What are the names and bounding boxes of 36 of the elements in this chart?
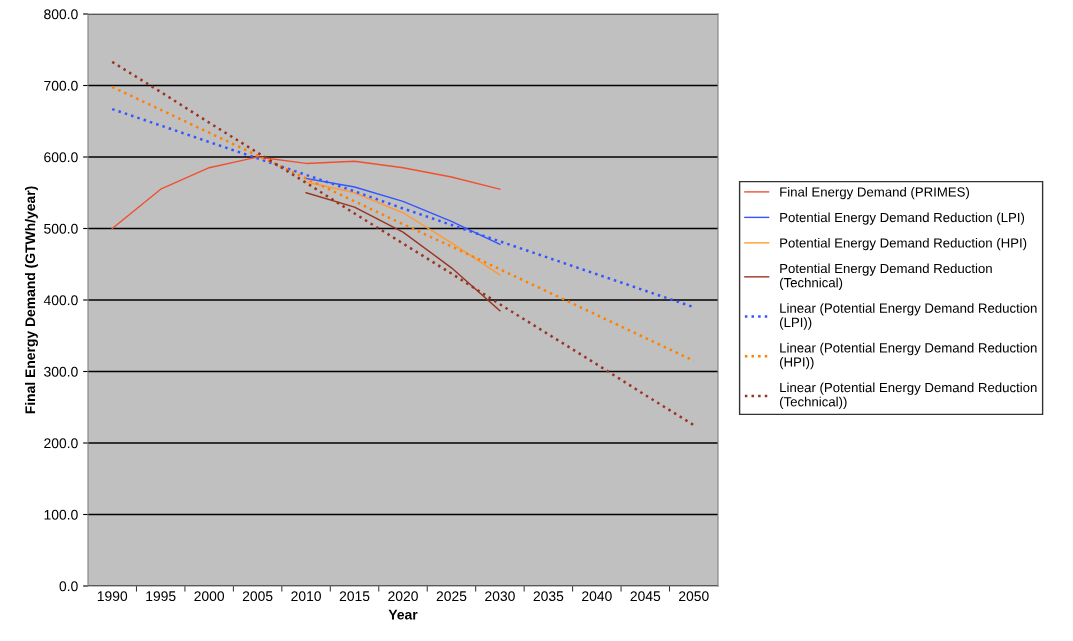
x-tick-label: 2005 [242,591,273,602]
legend-label: Linear (Potential Energy Demand Reduction (HPI)) [780,342,1037,370]
x-tick-label: 2025 [436,591,467,602]
x-tick-label: 2045 [630,591,661,602]
y-tick-label: 700.0 [44,80,78,91]
legend-label: Potential Energy Demand Reduction (Technical) [780,263,992,290]
x-tick-label: 2035 [533,591,564,602]
y-tick-label: 300.0 [44,366,78,377]
y-axis-title: Final Energy Demand (GTWh/year) [24,186,38,414]
line-series [305,181,501,276]
y-tick-label: 400.0 [43,295,78,306]
x-tick-label: 2020 [388,591,418,602]
y-tick-label: 600.0 [44,152,78,163]
line-series [305,192,501,312]
x-tick-label: 1995 [146,591,176,602]
y-tick-label: 800.0 [44,9,78,20]
legend-label: Final Energy Demand (PRIMES) [780,186,970,200]
line-series [111,156,501,230]
y-tick-label: 200.0 [44,438,78,449]
x-tick-label: 1990 [97,591,128,602]
x-tick-label: 2040 [582,591,612,602]
x-tick-label: 2030 [485,591,515,602]
x-tick-label: 2050 [679,591,709,602]
legend-label: Linear (Potential Energy Demand Reduction (Technical)) [780,382,1037,410]
legend-label: Potential Energy Demand Reduction (HPI) [780,237,1027,251]
x-tick-label: 2010 [291,591,321,602]
y-tick-label: 500.0 [44,223,78,234]
legend-label: Potential Energy Demand Reduction (LPI) [780,212,1025,225]
x-tick-label: 2000 [194,591,225,602]
line-series [110,60,696,427]
line-series [305,177,501,245]
x-axis-title: Year [388,609,418,620]
x-tick-label: 2015 [339,591,370,602]
legend-label: Linear (Potential Energy Demand Reduction (LPI)) [780,303,1037,330]
y-tick-label: 100.0 [44,509,78,520]
y-tick-label: 0.0 [59,581,78,592]
